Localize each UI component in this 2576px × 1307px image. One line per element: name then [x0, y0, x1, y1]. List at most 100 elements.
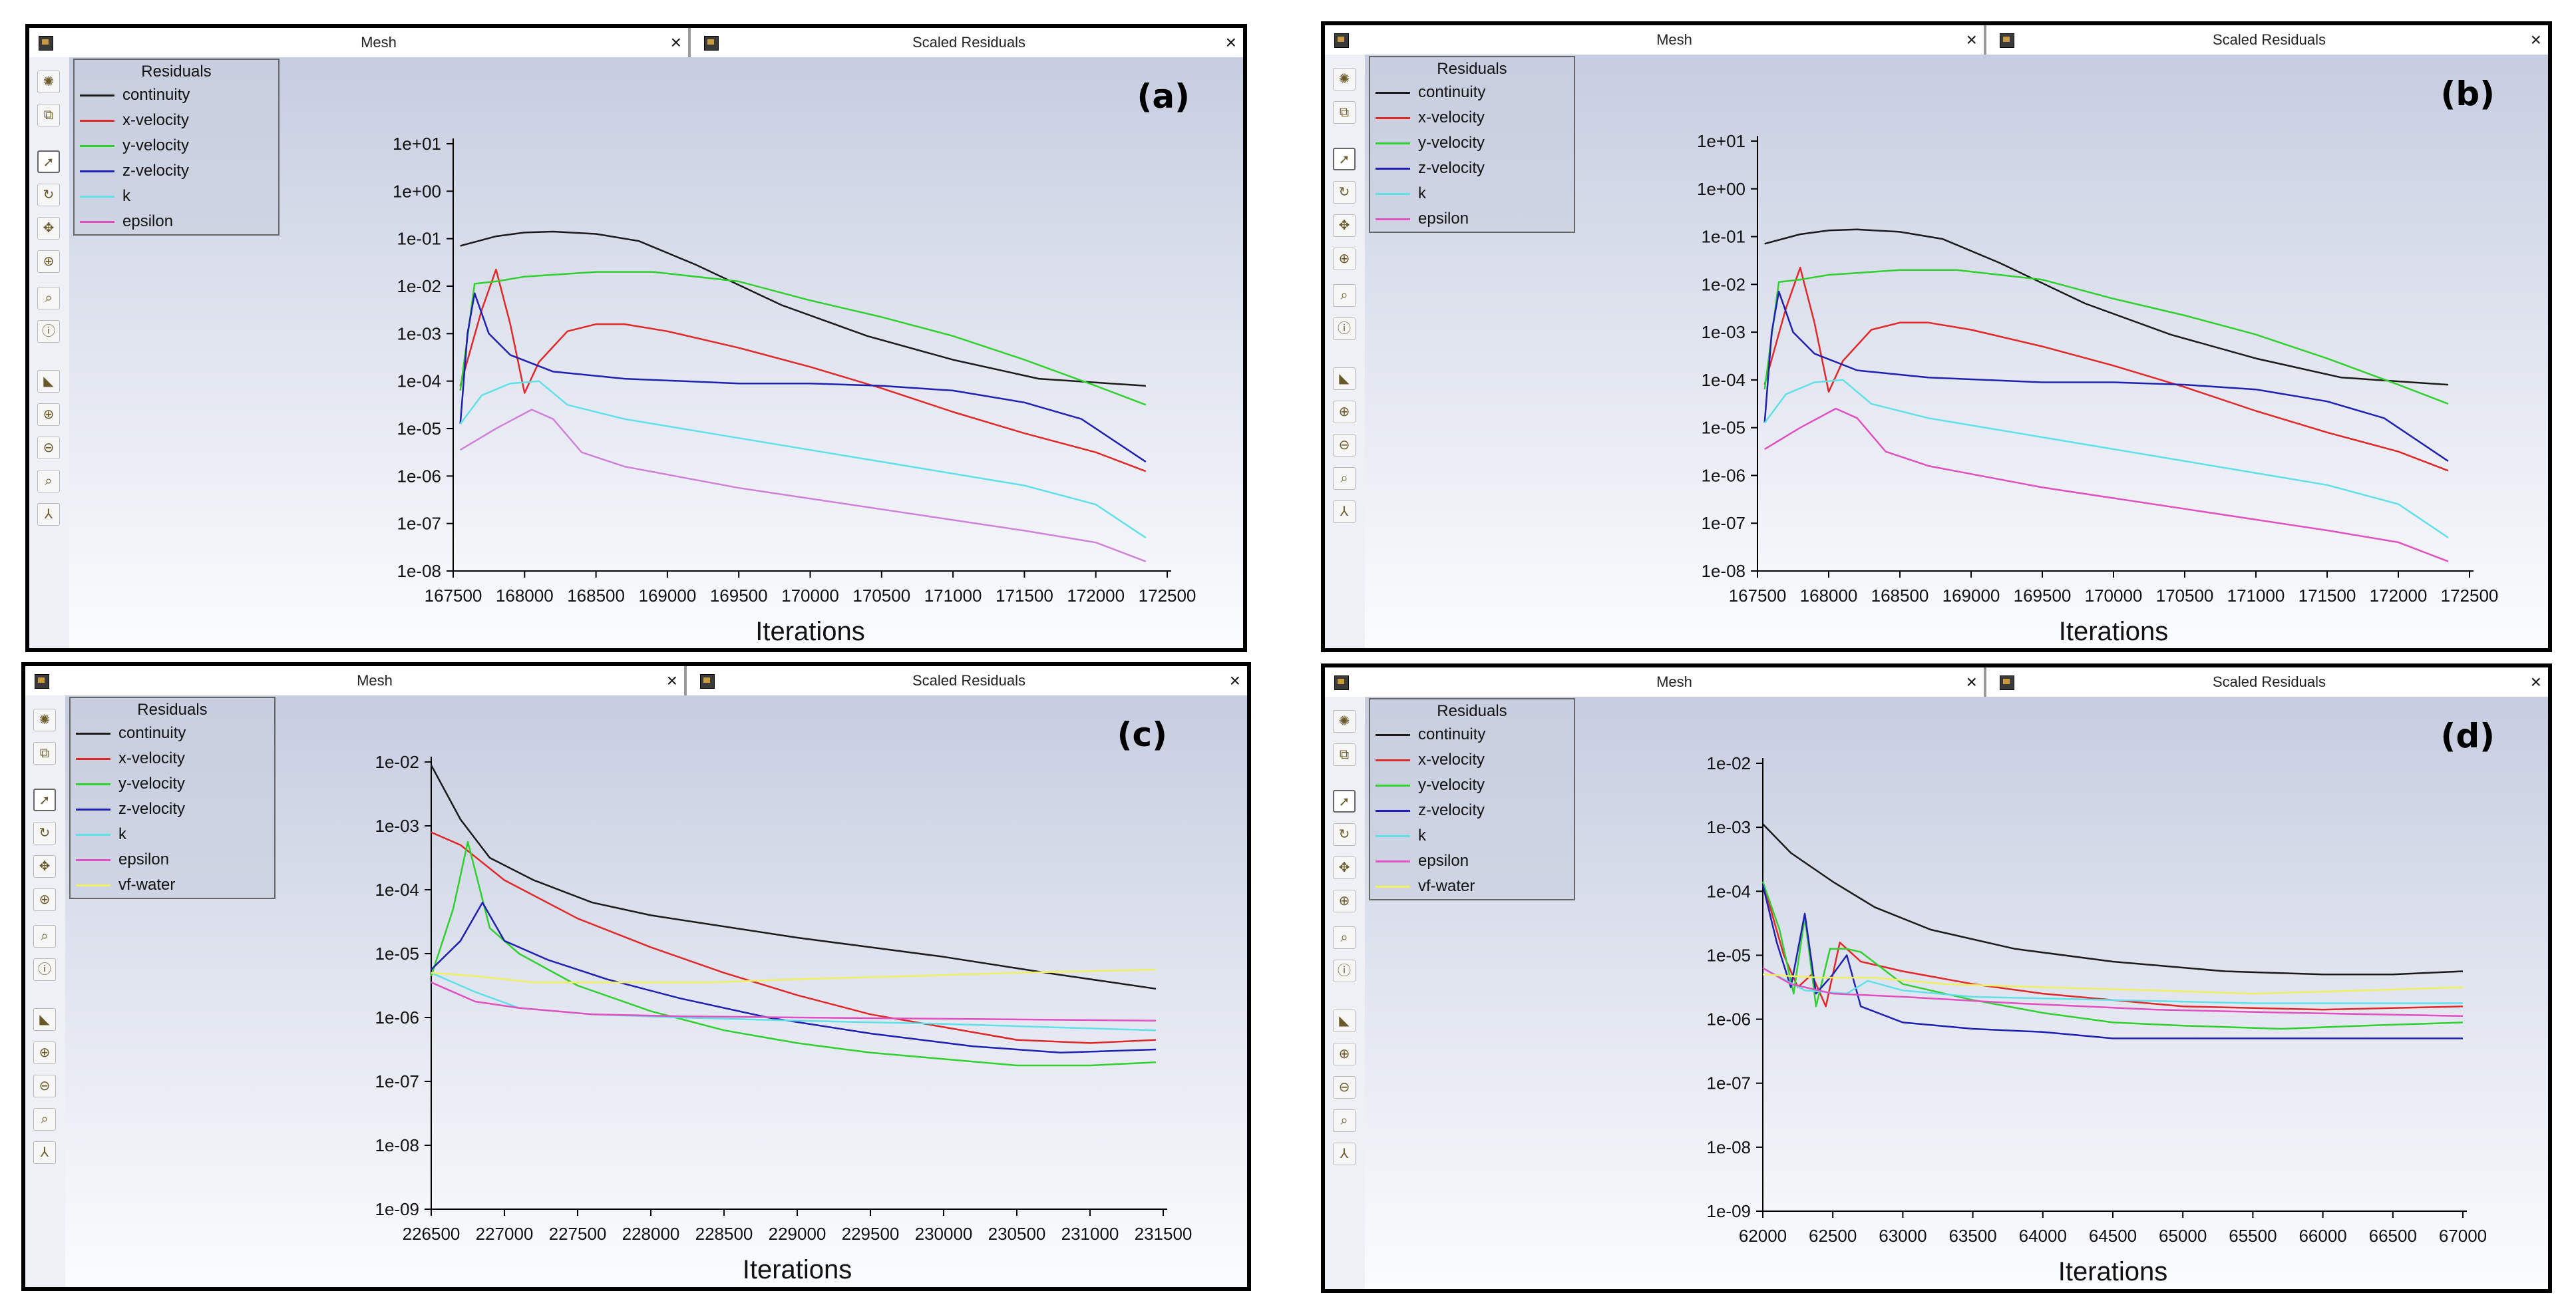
rotate-icon[interactable]: ↻: [33, 822, 56, 844]
zoom-in-icon[interactable]: ⊕: [37, 403, 60, 426]
mesh-display-icon[interactable]: ✺: [1333, 68, 1356, 91]
fit-icon[interactable]: ⌕: [37, 470, 60, 492]
tab-mesh[interactable]: Mesh ×: [39, 28, 688, 57]
y-tick-label: 1e-04: [397, 371, 442, 391]
legend-swatch: [80, 196, 114, 198]
copy-icon[interactable]: ⧉: [1333, 101, 1356, 124]
info-icon[interactable]: ⓘ: [33, 958, 56, 981]
copy-icon[interactable]: ⧉: [33, 742, 56, 765]
info-icon[interactable]: ⓘ: [37, 320, 60, 343]
plot-area[interactable]: Residuals continuity x-velocity y-velocity…: [65, 695, 1247, 1287]
tab-scaled-residuals[interactable]: Scaled Residuals ×: [1990, 667, 2548, 697]
mesh-display-icon[interactable]: ✺: [37, 71, 60, 93]
legend-label: z-velocity: [118, 800, 186, 818]
legend-label: continuity: [1418, 725, 1486, 743]
tab-scaled-residuals[interactable]: Scaled Residuals ×: [695, 28, 1243, 57]
zoom-region-icon[interactable]: ⊕: [1333, 890, 1356, 912]
dock-icon[interactable]: ◣: [33, 1008, 56, 1031]
x-tick-label: 230500: [988, 1224, 1046, 1244]
fit-icon[interactable]: ⌕: [33, 1108, 56, 1131]
zoom-icon[interactable]: ⌕: [33, 925, 56, 948]
legend-item-y-velocity: y-velocity: [1370, 130, 1574, 156]
select-pointer-icon[interactable]: ➚: [1333, 790, 1356, 813]
zoom-in-icon[interactable]: ⊕: [1333, 401, 1356, 423]
zoom-icon[interactable]: ⌕: [37, 287, 60, 309]
dock-icon[interactable]: ◣: [1333, 1010, 1356, 1032]
legend-label: z-velocity: [1418, 801, 1485, 819]
select-pointer-icon[interactable]: ➚: [1333, 148, 1356, 170]
tab-mesh[interactable]: Mesh ×: [1334, 25, 1984, 55]
rotate-icon[interactable]: ↻: [37, 184, 60, 206]
close-icon[interactable]: ×: [1966, 671, 1977, 692]
fit-icon[interactable]: ⌕: [1333, 467, 1356, 490]
zoom-out-icon[interactable]: ⊖: [1333, 1076, 1356, 1099]
legend-label: epsilon: [1418, 852, 1469, 870]
zoom-region-icon[interactable]: ⊕: [1333, 248, 1356, 270]
close-icon[interactable]: ×: [2530, 671, 2541, 692]
mesh-display-icon[interactable]: ✺: [1333, 710, 1356, 733]
close-icon[interactable]: ×: [2530, 29, 2541, 50]
copy-icon[interactable]: ⧉: [1333, 743, 1356, 766]
zoom-out-icon[interactable]: ⊖: [37, 437, 60, 459]
tab-scaled-residuals[interactable]: Scaled Residuals ×: [691, 666, 1247, 695]
copy-icon[interactable]: ⧉: [37, 104, 60, 126]
info-icon[interactable]: ⓘ: [1333, 317, 1356, 340]
y-tick-label: 1e-02: [375, 752, 420, 772]
pan-icon[interactable]: ✥: [37, 217, 60, 240]
close-icon[interactable]: ×: [670, 32, 681, 53]
x-tick-label: 169000: [639, 586, 697, 606]
x-tick-label: 67000: [2439, 1226, 2487, 1246]
close-icon[interactable]: ×: [1229, 670, 1240, 691]
select-pointer-icon[interactable]: ➚: [33, 789, 56, 811]
info-icon[interactable]: ⓘ: [1333, 960, 1356, 982]
legend-item-x-velocity: x-velocity: [1370, 747, 1574, 773]
select-pointer-icon[interactable]: ➚: [37, 150, 60, 173]
close-icon[interactable]: ×: [1966, 29, 1977, 50]
zoom-region-icon[interactable]: ⊕: [33, 888, 56, 911]
residuals-tab-icon: [700, 674, 715, 689]
zoom-in-icon[interactable]: ⊕: [33, 1041, 56, 1064]
plot-area[interactable]: Residuals continuity x-velocity y-velocity…: [69, 57, 1243, 648]
pan-icon[interactable]: ✥: [1333, 214, 1356, 237]
axes-icon[interactable]: ⅄: [1333, 1143, 1356, 1165]
axes-icon[interactable]: ⅄: [1333, 500, 1356, 523]
dock-icon[interactable]: ◣: [1333, 367, 1356, 390]
legend: Residuals continuity x-velocity y-velocity…: [73, 59, 279, 236]
close-icon[interactable]: ×: [1225, 32, 1236, 53]
plot-area[interactable]: Residuals continuity x-velocity y-velocity…: [1365, 55, 2548, 648]
axes-icon[interactable]: ⅄: [33, 1141, 56, 1164]
residuals-chart: 1e-08 1e-07 1e-06 1e-05 1e-04 1e-03 1e-02 1e-01…: [1697, 131, 2498, 646]
zoom-region-icon[interactable]: ⊕: [37, 250, 60, 273]
zoom-out-icon[interactable]: ⊖: [1333, 434, 1356, 457]
legend-swatch: [1376, 168, 1410, 170]
y-tick-label: 1e-05: [375, 944, 420, 964]
mesh-display-icon[interactable]: ✺: [33, 709, 56, 731]
legend: Residuals continuity x-velocity y-velocity…: [1369, 698, 1575, 900]
rotate-icon[interactable]: ↻: [1333, 823, 1356, 846]
legend-swatch: [76, 758, 110, 760]
legend-swatch: [1376, 218, 1410, 220]
legend-item-z-velocity: z-velocity: [75, 158, 278, 184]
legend-item-z-velocity: z-velocity: [71, 797, 274, 822]
axes-icon[interactable]: ⅄: [37, 503, 60, 526]
zoom-icon[interactable]: ⌕: [1333, 926, 1356, 949]
plot-area[interactable]: Residuals continuity x-velocity y-velocity…: [1365, 697, 2548, 1289]
tab-mesh[interactable]: Mesh ×: [35, 666, 684, 695]
fit-icon[interactable]: ⌕: [1333, 1109, 1356, 1132]
y-tick-label: 1e+01: [393, 134, 441, 154]
pan-icon[interactable]: ✥: [33, 855, 56, 878]
tab-mesh[interactable]: Mesh ×: [1334, 667, 1984, 697]
y-tick-label: 1e-08: [1707, 1137, 1751, 1157]
x-tick-label: 231500: [1135, 1224, 1193, 1244]
tab-scaled-residuals[interactable]: Scaled Residuals ×: [1990, 25, 2548, 55]
close-icon[interactable]: ×: [666, 670, 677, 691]
zoom-in-icon[interactable]: ⊕: [1333, 1043, 1356, 1065]
pan-icon[interactable]: ✥: [1333, 856, 1356, 879]
rotate-icon[interactable]: ↻: [1333, 181, 1356, 204]
legend-swatch: [1376, 92, 1410, 94]
y-tick-label: 1e-09: [375, 1199, 420, 1219]
dock-icon[interactable]: ◣: [37, 370, 60, 393]
y-tick-label: 1e-04: [1702, 370, 1746, 390]
zoom-out-icon[interactable]: ⊖: [33, 1075, 56, 1097]
zoom-icon[interactable]: ⌕: [1333, 284, 1356, 307]
